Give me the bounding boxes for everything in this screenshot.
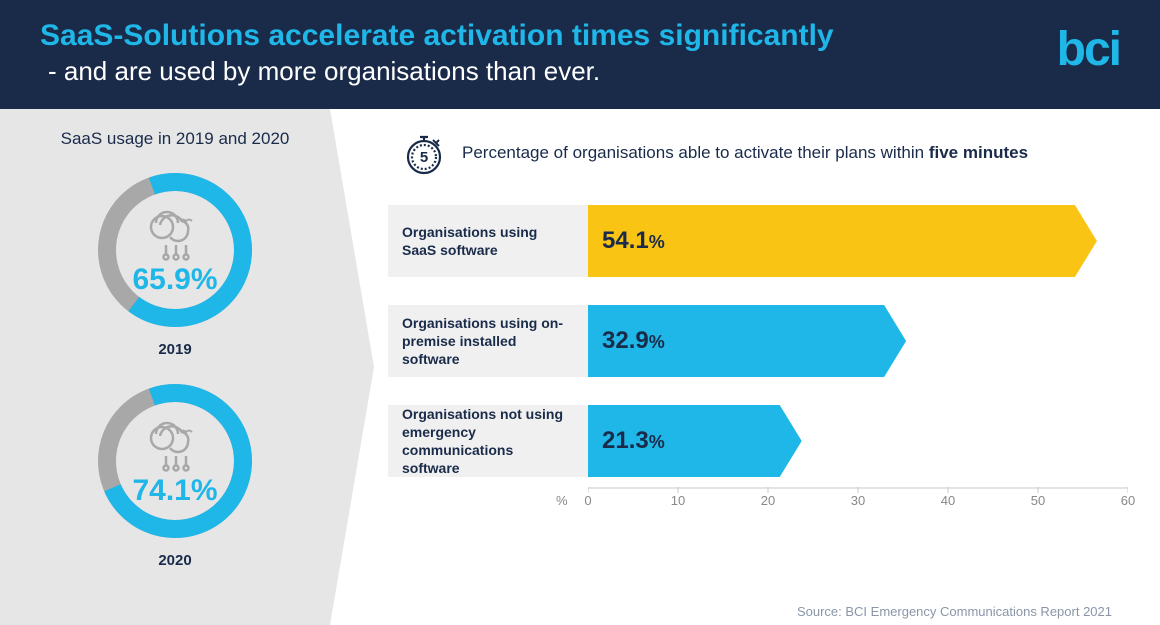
page-subtitle: - and are used by more organisations tha… [40,56,1057,87]
donut-year: 2020 [90,552,260,569]
right-title-bold: five minutes [929,143,1028,162]
bar-area: 21.3% [588,405,1112,477]
axis-tick: 50 [1018,493,1058,508]
donut-chart: 74.1% 2020 [90,376,260,569]
axis-tick: 60 [1108,493,1148,508]
left-panel-title: SaaS usage in 2019 and 2020 [50,129,300,149]
main-content: SaaS usage in 2019 and 2020 65.9% 2019 [0,109,1160,625]
axis-tick: 30 [838,493,878,508]
bar-row: Organisations using on-premise installed… [388,305,1112,377]
bar-value: 32.9% [602,327,665,355]
axis-tick: 20 [748,493,788,508]
bar-row: Organisations not using emergency commun… [388,405,1112,477]
header-text: SaaS-Solutions accelerate activation tim… [40,18,1057,87]
bar-chart: Organisations using SaaS software 54.1% … [388,205,1112,477]
source-citation: Source: BCI Emergency Communications Rep… [797,604,1112,619]
left-panel: SaaS usage in 2019 and 2020 65.9% 2019 [0,109,330,625]
stopwatch-number: 5 [420,149,428,166]
bar-value: 21.3% [602,427,665,455]
bar-value: 54.1% [602,227,665,255]
donut-svg: 65.9% [90,165,260,335]
right-title: Percentage of organisations able to acti… [462,143,1028,163]
donut-year: 2019 [90,341,260,358]
bar-label: Organisations using on-premise installed… [388,305,588,377]
axis-tick: 10 [658,493,698,508]
donut-container: 65.9% 2019 74.1% 2020 [50,165,300,569]
axis-unit: % [556,493,568,508]
right-header: 5 Percentage of organisations able to ac… [400,129,1112,177]
page-title: SaaS-Solutions accelerate activation tim… [40,18,1057,54]
axis-ticks: 0 10 20 30 40 50 60 [568,493,1148,508]
bar-row: Organisations using SaaS software 54.1% [388,205,1112,277]
bar-label: Organisations not using emergency commun… [388,405,588,477]
bar-area: 54.1% [588,205,1112,277]
axis-tick: 0 [568,493,608,508]
header: SaaS-Solutions accelerate activation tim… [0,0,1160,109]
right-title-prefix: Percentage of organisations able to acti… [462,143,929,162]
donut-svg: 74.1% [90,376,260,546]
bar-label: Organisations using SaaS software [388,205,588,277]
cloud-network-icon [151,212,192,260]
bar-area: 32.9% [588,305,1112,377]
x-axis: % 0102030405060 [588,487,1112,527]
axis-tick: 40 [928,493,968,508]
donut-value: 65.9% [132,263,217,296]
cloud-network-icon [151,423,192,471]
stopwatch-icon: 5 [400,129,448,177]
bci-logo: bci [1057,22,1120,77]
right-panel: 5 Percentage of organisations able to ac… [330,109,1160,625]
donut-chart: 65.9% 2019 [90,165,260,358]
donut-value: 74.1% [132,474,217,507]
